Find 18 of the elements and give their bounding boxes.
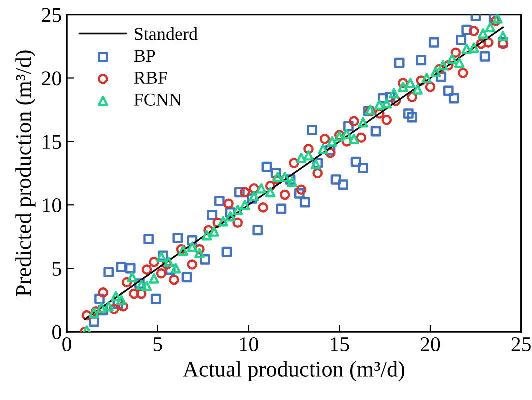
y-tick-label: 5 [52, 262, 62, 276]
x-tick-label: 20 [420, 337, 440, 352]
legend-label: RBF [134, 72, 168, 84]
legend-label: FCNN [134, 94, 182, 106]
legend-label: BP [134, 50, 156, 62]
x-axis-title: Actual production (m³/d) [183, 361, 405, 382]
x-tick-label: 10 [240, 337, 258, 352]
x-tick-label: 5 [154, 338, 162, 352]
y-axis-title: Predicted production (m³/d) [16, 50, 36, 296]
y-tick-label: 0 [52, 325, 62, 340]
x-tick-label: 15 [331, 338, 350, 352]
y-tick-label: 25 [42, 8, 62, 22]
y-tick-label: 15 [43, 135, 62, 150]
y-tick-label: 10 [43, 198, 62, 213]
x-tick-label: 0 [62, 337, 72, 352]
x-tick-label: 25 [512, 338, 531, 352]
y-tick-label: 20 [42, 72, 62, 86]
legend-label: Standerd [135, 28, 198, 40]
